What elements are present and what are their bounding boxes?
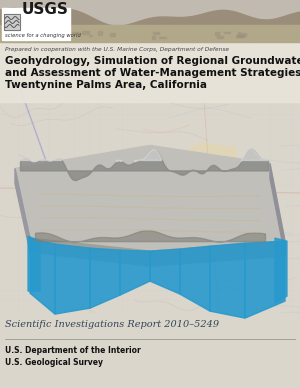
Polygon shape xyxy=(30,238,55,314)
Bar xyxy=(2,8,70,40)
Bar xyxy=(4,14,20,30)
Text: science for a changing world: science for a changing world xyxy=(5,33,81,38)
Polygon shape xyxy=(275,238,287,303)
Polygon shape xyxy=(28,236,40,291)
Bar xyxy=(72,32,80,33)
Polygon shape xyxy=(180,246,210,311)
Bar xyxy=(152,32,159,34)
Bar xyxy=(159,36,166,38)
Bar xyxy=(224,32,230,33)
Polygon shape xyxy=(210,243,245,318)
Polygon shape xyxy=(245,241,285,318)
Bar xyxy=(0,42,300,102)
Bar xyxy=(236,35,243,37)
Polygon shape xyxy=(150,249,180,294)
Bar xyxy=(58,30,60,34)
Text: Prepared in cooperation with the U.S. Marine Corps, Department of Defense: Prepared in cooperation with the U.S. Ma… xyxy=(5,47,229,52)
Bar xyxy=(238,32,240,36)
Polygon shape xyxy=(170,143,240,193)
Bar xyxy=(0,0,300,26)
Bar xyxy=(0,25,300,42)
Text: U.S. Geological Survey: U.S. Geological Survey xyxy=(5,358,103,367)
Polygon shape xyxy=(30,238,285,266)
Bar xyxy=(52,33,55,35)
Bar xyxy=(217,36,224,38)
Text: Scientific Investigations Report 2010–5249: Scientific Investigations Report 2010–52… xyxy=(5,320,219,329)
Bar xyxy=(4,14,20,30)
Bar xyxy=(98,31,102,35)
Bar xyxy=(0,313,300,388)
Polygon shape xyxy=(270,163,285,256)
Bar xyxy=(68,38,71,39)
Bar xyxy=(61,38,68,40)
Polygon shape xyxy=(55,244,90,314)
Text: Geohydrology, Simulation of Regional Groundwater Flow,: Geohydrology, Simulation of Regional Gro… xyxy=(5,56,300,66)
Text: and Assessment of Water-Management Strategies,: and Assessment of Water-Management Strat… xyxy=(5,68,300,78)
Bar xyxy=(82,31,89,34)
Bar xyxy=(241,33,247,36)
Bar xyxy=(60,33,65,37)
Polygon shape xyxy=(120,250,150,295)
Bar xyxy=(110,33,115,36)
Polygon shape xyxy=(15,168,30,252)
Text: USGS: USGS xyxy=(22,2,69,17)
Bar xyxy=(214,31,219,35)
Text: Twentynine Palms Area, California: Twentynine Palms Area, California xyxy=(5,80,207,90)
Bar xyxy=(237,35,244,38)
Text: U.S. Department of the Interior: U.S. Department of the Interior xyxy=(5,346,141,355)
Bar xyxy=(152,36,155,39)
Bar xyxy=(89,35,92,36)
Polygon shape xyxy=(15,146,285,251)
Polygon shape xyxy=(90,248,120,308)
